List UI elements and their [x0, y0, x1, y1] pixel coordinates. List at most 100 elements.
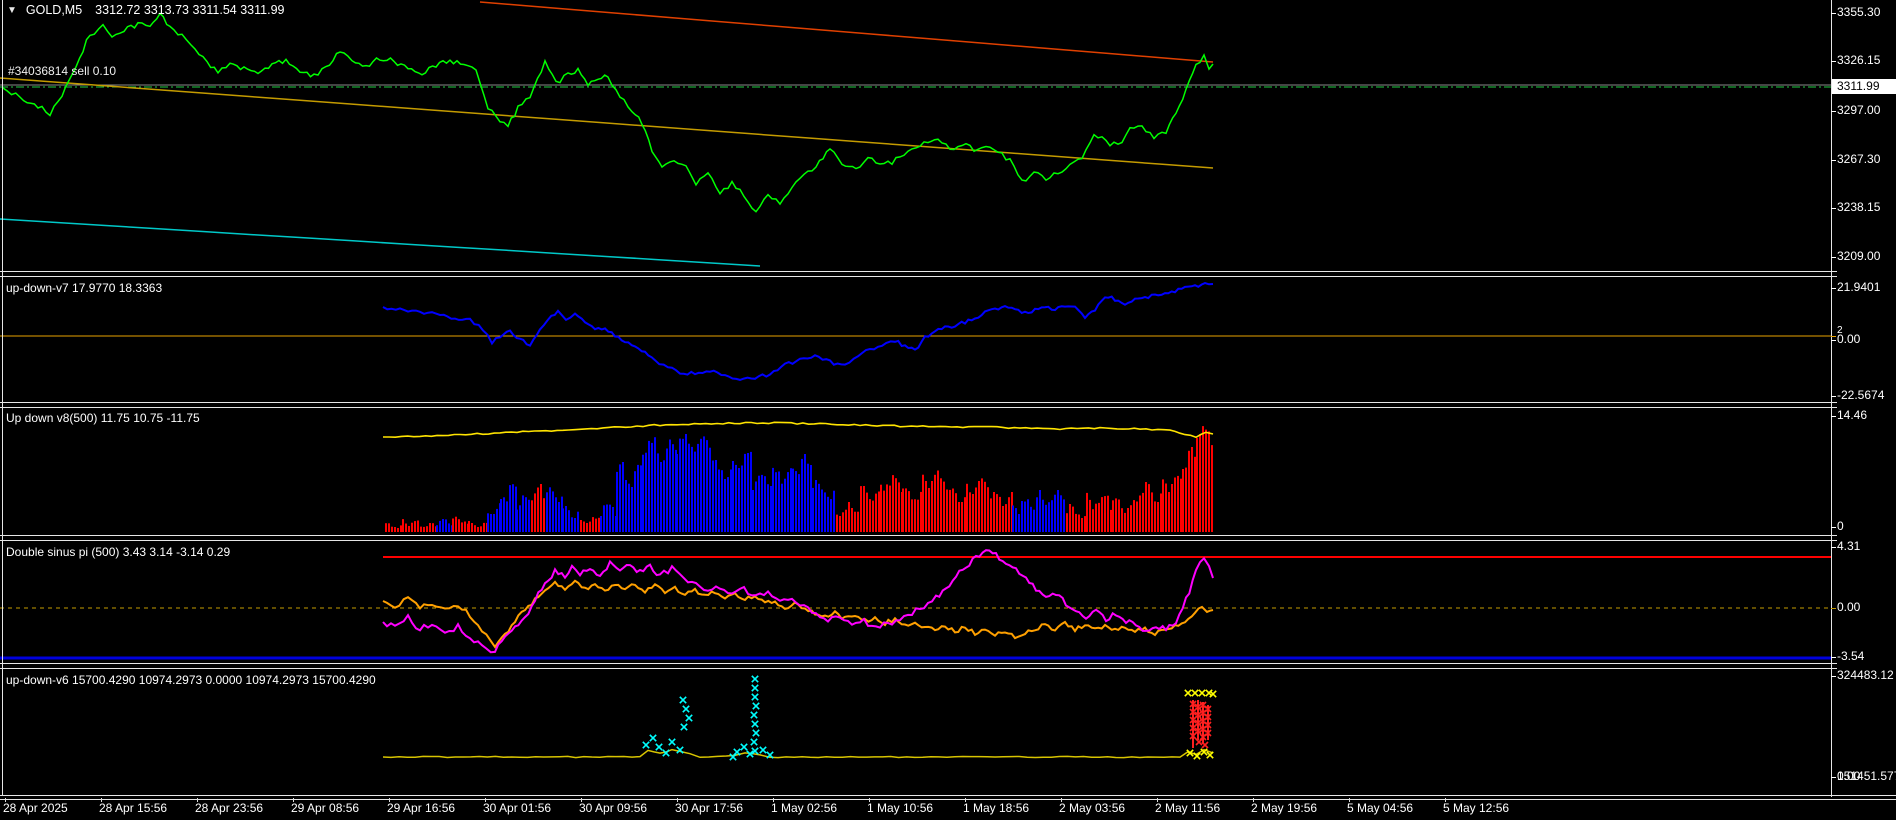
histogram-bar	[898, 482, 900, 532]
histogram-bar	[439, 520, 441, 532]
scale-tick	[1831, 13, 1836, 14]
histogram-bar	[908, 491, 910, 532]
histogram-bar	[872, 500, 874, 532]
histogram-bar	[452, 518, 454, 532]
scale-tick	[1831, 257, 1836, 258]
x-marker	[750, 738, 758, 746]
histogram-bar	[792, 468, 794, 532]
histogram-bar	[931, 481, 933, 532]
pane-separator-3[interactable]	[0, 535, 1837, 541]
histogram-bar	[531, 500, 533, 532]
histogram-bar	[1051, 500, 1053, 532]
histogram-bar	[625, 480, 627, 532]
histogram-bar	[1208, 431, 1210, 532]
histogram-bar	[807, 463, 809, 532]
x-marker	[751, 693, 759, 701]
scale-label: 3267.30	[1837, 152, 1881, 166]
histogram-bar	[940, 478, 942, 532]
time-label: 5 May 04:56	[1347, 801, 1414, 815]
x-marker	[1201, 741, 1209, 749]
x-marker	[750, 711, 758, 719]
histogram-bar	[1042, 499, 1044, 532]
histogram-bar	[758, 475, 760, 532]
histogram-bar	[1057, 490, 1059, 532]
histogram-bar	[642, 454, 644, 532]
histogram-bar	[697, 443, 699, 532]
histogram-bar	[889, 485, 891, 532]
histogram-bar	[833, 490, 835, 532]
histogram-bar	[761, 474, 763, 532]
histogram-bar	[1081, 518, 1083, 532]
pane-separator-2[interactable]	[0, 402, 1837, 408]
histogram-bar	[1107, 495, 1109, 532]
histogram-bar	[1127, 508, 1129, 532]
histogram-bar	[917, 499, 919, 532]
histogram-bar	[730, 469, 732, 532]
histogram-bar	[1039, 490, 1041, 532]
histogram-bar	[496, 508, 498, 532]
histogram-bar	[839, 516, 841, 532]
scale-label: 3209.00	[1837, 249, 1881, 263]
updown-v8-signal	[383, 421, 1214, 439]
histogram-bar	[955, 493, 957, 532]
x-marker	[682, 705, 690, 713]
scale-label: 14.46	[1837, 408, 1868, 422]
histogram-bar	[712, 460, 714, 532]
x-marker	[1194, 711, 1202, 719]
time-tick	[581, 798, 582, 802]
histogram-bar	[830, 499, 832, 532]
scale-border[interactable]	[1831, 0, 1832, 797]
histogram-bar	[1211, 445, 1213, 532]
histogram-bar	[1110, 509, 1112, 532]
histogram-bar	[775, 472, 777, 532]
histogram-bar	[1162, 479, 1164, 532]
histogram-bar	[767, 484, 769, 532]
x-marker	[679, 696, 687, 704]
x-marker	[1189, 700, 1197, 708]
histogram-bar	[892, 475, 894, 532]
histogram-bar	[1180, 478, 1182, 532]
histogram-bar	[1194, 456, 1196, 532]
time-tick	[293, 798, 294, 802]
ohlc-values: 3312.72 3313.73 3311.54 3311.99	[95, 3, 285, 17]
x-marker	[751, 675, 759, 683]
histogram-bar	[1069, 504, 1071, 532]
time-label: 30 Apr 01:56	[483, 801, 552, 815]
histogram-bar	[755, 481, 757, 532]
histogram-bar	[724, 479, 726, 532]
time-tick	[1157, 798, 1158, 802]
histogram-bar	[1036, 497, 1038, 532]
x-marker	[1206, 751, 1214, 759]
histogram-bar	[787, 472, 789, 532]
histogram-bar	[405, 523, 407, 532]
histogram-bar	[895, 478, 897, 532]
v6-baseline	[382, 748, 1214, 759]
scale-label: 3297.00	[1837, 103, 1881, 117]
time-axis-separator	[0, 795, 1896, 800]
scale-tick	[1831, 111, 1836, 112]
pane-separator-4[interactable]	[0, 663, 1837, 669]
histogram-bar	[821, 489, 823, 532]
histogram-bar	[1063, 499, 1065, 532]
histogram-bar	[1196, 437, 1198, 532]
histogram-bar	[996, 494, 998, 532]
histogram-bar	[506, 501, 508, 532]
histogram-bar	[679, 438, 681, 532]
histogram-bar	[1018, 514, 1020, 532]
chevron-down-icon[interactable]: ▼	[7, 4, 17, 16]
histogram-bar	[969, 492, 971, 532]
histogram-bar	[978, 481, 980, 532]
histogram-bar	[854, 511, 856, 532]
pane-separator-1[interactable]	[0, 271, 1837, 277]
scale-label: 324483.12	[1837, 668, 1894, 682]
histogram-bar	[1008, 497, 1010, 532]
histogram-bar	[1202, 426, 1204, 532]
histogram-bar	[1160, 493, 1162, 532]
histogram-bar	[886, 484, 888, 532]
histogram-bar	[534, 493, 536, 532]
time-label: 1 May 02:56	[771, 801, 838, 815]
histogram-bar	[1024, 501, 1026, 532]
histogram-bar	[952, 488, 954, 532]
histogram-bar	[902, 488, 904, 532]
